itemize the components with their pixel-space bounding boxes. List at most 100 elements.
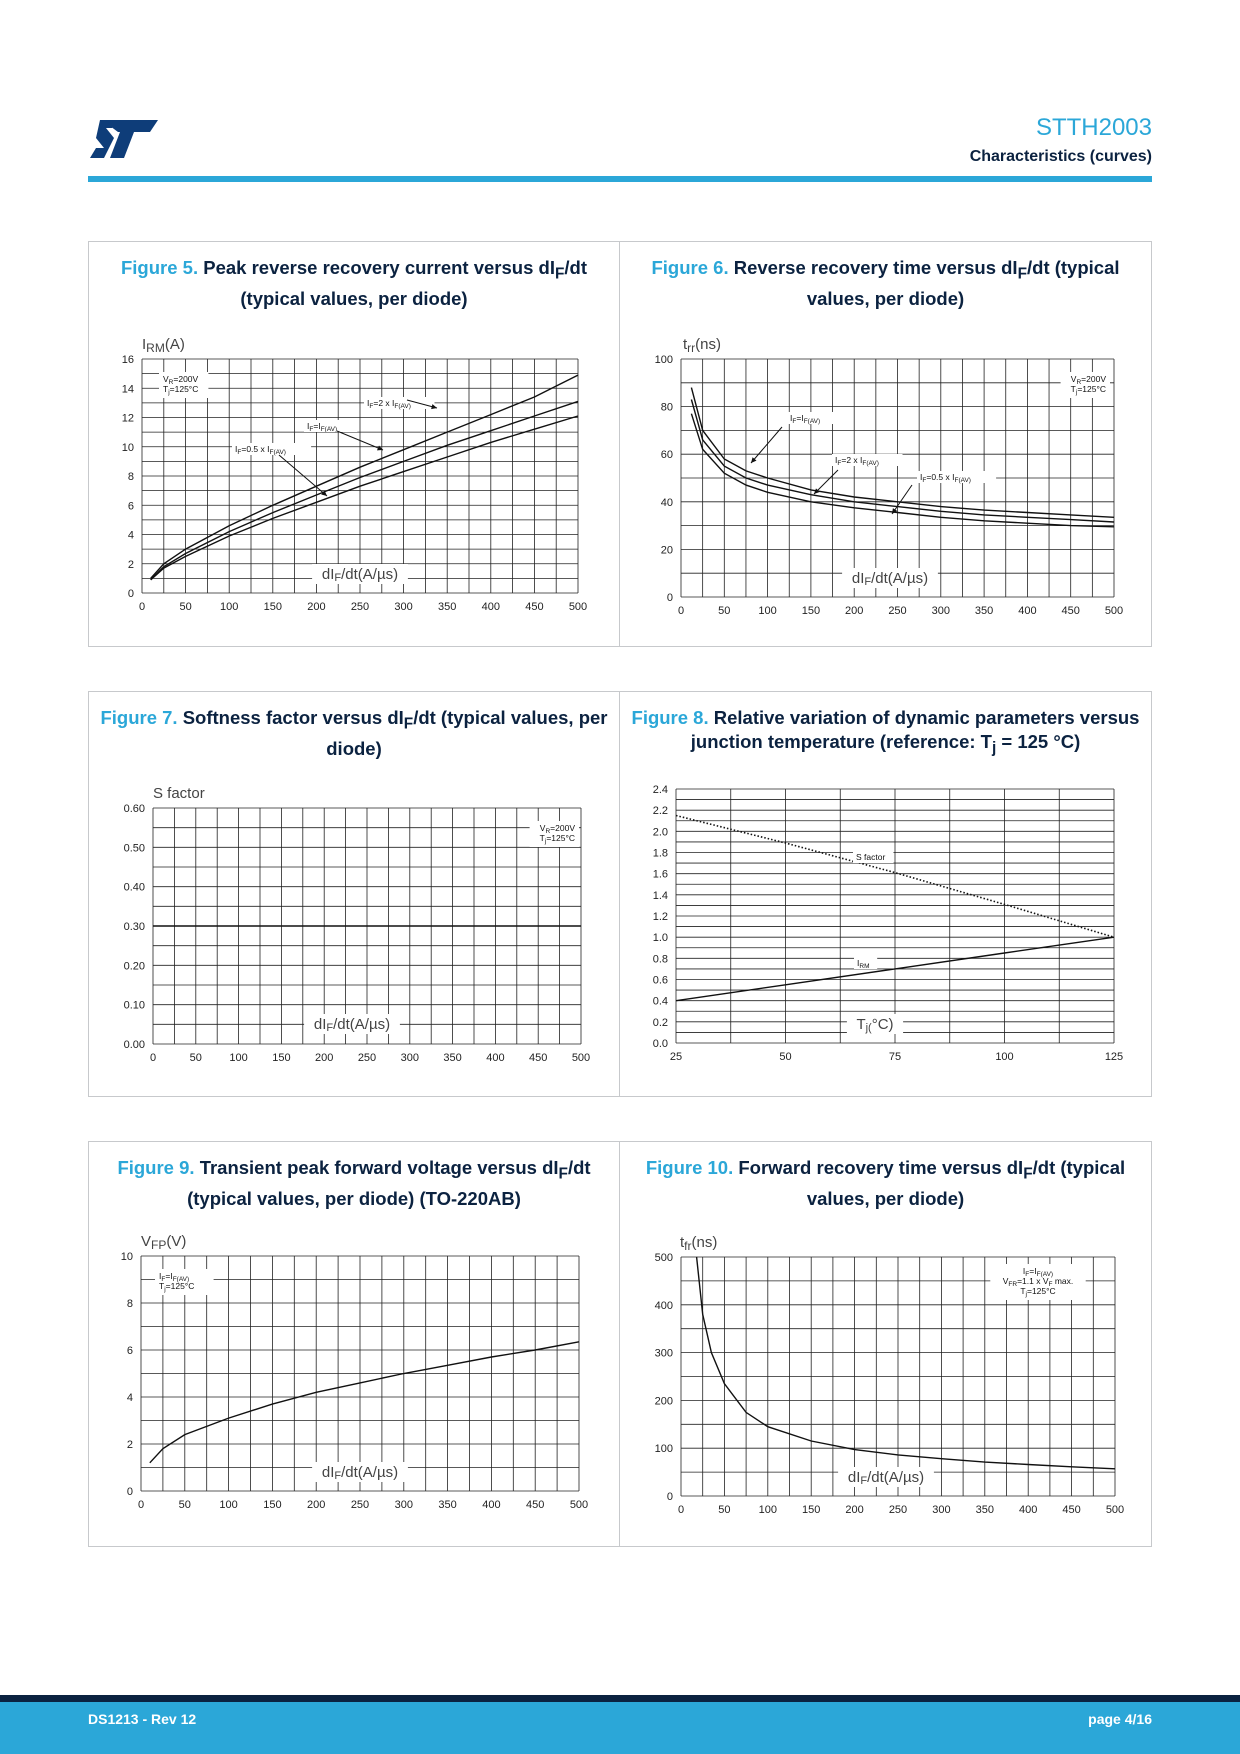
x-tick-label: 100 <box>759 1504 777 1516</box>
conditions-bg <box>1060 372 1110 398</box>
y-tick-label: 1.6 <box>653 869 668 881</box>
condition-label: IF​=IF(AV)​ <box>159 1271 189 1283</box>
x-tick-label: 0 <box>678 1504 684 1516</box>
series-label: IF​=2 x IF(AV)​ <box>367 398 411 410</box>
grid <box>675 788 1115 1044</box>
caption-post: /dt (typical values, per diode) <box>326 707 608 759</box>
series-line <box>690 399 1115 523</box>
series-line <box>690 387 1115 518</box>
x-tick-label: 350 <box>438 601 456 613</box>
condition-label: VR​=200V <box>163 374 199 386</box>
x-tick-label: 50 <box>179 1499 191 1511</box>
y-tick-label: 200 <box>655 1395 673 1407</box>
x-tick-label: 500 <box>1105 605 1123 617</box>
series-label: IF​=IF(AV)​ <box>307 421 337 433</box>
figure-number: Figure 8. <box>631 707 709 728</box>
x-tick-label: 350 <box>438 1499 456 1511</box>
chart-figure-9: 0 50 100 150 200 250 300 350 400 450 500 0 2 4 6 8 10 VFP… <box>121 1233 588 1511</box>
x-tick-label: 500 <box>569 601 587 613</box>
x-tick-label: 200 <box>307 601 325 613</box>
series-label: IF​=0.5 x IF(AV)​ <box>235 444 286 456</box>
caption-post: /dt (typical values, per diode) (TO-220A… <box>187 1157 591 1209</box>
y-tick-label: 500 <box>655 1252 673 1264</box>
y-tick-label: 2 <box>128 559 134 571</box>
x-axis-title-bg <box>312 564 408 584</box>
annotation-arrow <box>813 469 839 495</box>
figure-7-caption: Figure 7. Softness factor versus dIF/dt … <box>95 706 613 761</box>
series-label-bg <box>232 443 312 455</box>
series-line <box>675 936 1115 1002</box>
x-tick-label: 300 <box>932 1504 950 1516</box>
y-tick-label: 400 <box>655 1300 673 1312</box>
series-label: IF​=IF(AV)​ <box>790 413 820 425</box>
y-tick-label: 0 <box>127 1486 133 1498</box>
caption-post: = 125 °C) <box>996 731 1081 752</box>
x-tick-label: 100 <box>220 601 238 613</box>
y-tick-label: 2.2 <box>653 805 668 817</box>
annotation-arrow <box>278 454 328 497</box>
condition-label: VR​=200V <box>540 823 576 835</box>
y-tick-label: 100 <box>655 354 673 366</box>
figure-6-panel: Figure 6. Reverse recovery time versus d… <box>619 241 1152 647</box>
footer-rule <box>0 1695 1240 1702</box>
x-tick-label: 350 <box>975 605 993 617</box>
x-tick-label: 450 <box>526 1499 544 1511</box>
caption-sub: F <box>1023 1165 1033 1183</box>
x-tick-label: 50 <box>179 601 191 613</box>
series-line <box>690 413 1115 528</box>
arrow-head <box>321 490 327 496</box>
y-tick-label: 0.4 <box>653 996 668 1008</box>
y-tick-label: 0.60 <box>124 803 145 815</box>
grid <box>141 358 579 594</box>
caption-sub: F <box>554 265 565 283</box>
caption-sub: F <box>558 1165 568 1183</box>
y-tick-label: 0 <box>667 1491 673 1503</box>
x-tick-label: 75 <box>889 1051 901 1063</box>
x-tick-label: 300 <box>932 605 950 617</box>
x-tick-label: 50 <box>718 1504 730 1516</box>
y-tick-label: 0.6 <box>653 975 668 987</box>
y-tick-label: 0 <box>667 592 673 604</box>
caption-pre: Transient peak forward voltage versus dI <box>199 1157 559 1178</box>
chart-figure-7: 0 50 100 150 200 250 300 350 400 450 500 0.00 0.10 0.… <box>124 785 591 1064</box>
figure-10-panel: Figure 10. Forward recovery time versus … <box>619 1141 1152 1547</box>
x-axis-title-bg <box>304 1014 400 1034</box>
y-tick-label: 2.0 <box>653 826 668 838</box>
x-tick-label: 0 <box>150 1052 156 1064</box>
x-tick-label: 25 <box>670 1051 682 1063</box>
x-tick-label: 450 <box>525 601 543 613</box>
x-tick-label: 0 <box>678 605 684 617</box>
conditions-bg <box>990 1264 1086 1300</box>
condition-label: Tj​=125°C <box>1071 384 1106 396</box>
y-tick-label: 300 <box>655 1348 673 1360</box>
x-tick-label: 250 <box>351 601 369 613</box>
series-label: IF​=2 x IF(AV)​ <box>835 455 879 467</box>
figure-number: Figure 9. <box>117 1157 195 1178</box>
y-tick-label: 6 <box>127 1345 133 1357</box>
arrow-head <box>377 445 383 451</box>
x-tick-label: 100 <box>229 1052 247 1064</box>
chart-figure-6: 0 50 100 150 200 250 300 350 400 450 500 0 20 40 60 80 1… <box>655 336 1124 617</box>
x-tick-label: 500 <box>572 1052 590 1064</box>
condition-label: VFR​=1.1 x VF​ max. <box>1003 1276 1074 1288</box>
arrow-head <box>892 508 898 514</box>
x-tick-label: 450 <box>1062 1504 1080 1516</box>
x-tick-label: 150 <box>263 1499 281 1511</box>
condition-label: IF​=IF(AV)​ <box>1023 1266 1053 1278</box>
y-tick-label: 0.40 <box>124 882 145 894</box>
series-label-bg <box>787 412 841 424</box>
footer: DS1213 - Rev 12 page 4/16 <box>0 1702 1240 1754</box>
caption-pre: Relative variation of dynamic parameters… <box>690 707 1140 752</box>
y-tick-label: 14 <box>122 383 134 395</box>
x-tick-label: 250 <box>358 1052 376 1064</box>
series-label-bg <box>304 420 358 432</box>
figure-number: Figure 7. <box>100 707 178 728</box>
y-tick-label: 0.0 <box>653 1038 668 1050</box>
chart-figure-5: 0 50 100 150 200 250 300 350 400 450 500 0 2 4 6 8 10 12 1… <box>122 336 587 613</box>
caption-pre: Forward recovery time versus dI <box>738 1157 1024 1178</box>
x-tick-label: 400 <box>1019 1504 1037 1516</box>
x-tick-label: 100 <box>758 605 776 617</box>
chart-figure-10: 0 50 100 150 200 250 300 350 400 450 500 0 100 200 300… <box>655 1234 1125 1516</box>
annotation-arrow <box>336 430 384 451</box>
x-tick-label: 300 <box>401 1052 419 1064</box>
